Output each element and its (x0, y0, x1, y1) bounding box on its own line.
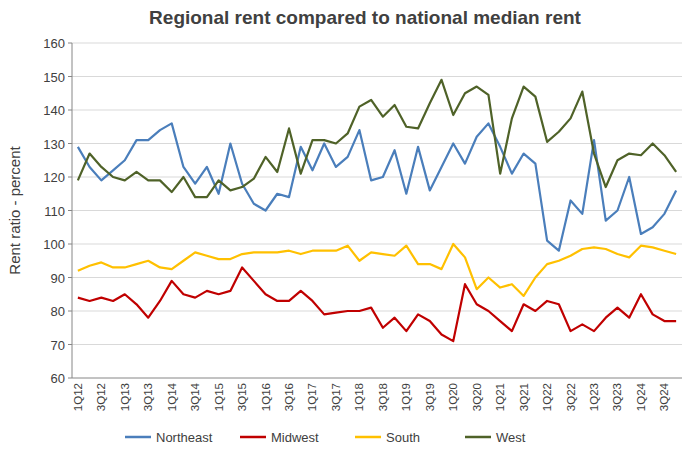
y-axis-label: Rent ratio - percent (6, 145, 23, 274)
x-tick-label: 3Q23 (611, 383, 623, 411)
y-tick (68, 143, 72, 144)
x-tick-label: 1Q19 (400, 383, 412, 411)
y-tick (68, 378, 72, 379)
x-tick-label: 3Q15 (236, 383, 248, 411)
y-tick (68, 311, 72, 312)
plot-area (78, 80, 676, 341)
y-tick-label: 130 (43, 137, 65, 152)
x-tick-label: 1Q23 (588, 383, 600, 411)
y-tick-label: 100 (43, 237, 65, 252)
x-tick-label: 3Q12 (95, 383, 107, 411)
y-tick-label: 160 (43, 36, 65, 51)
y-tick-label: 60 (51, 371, 65, 386)
grid-line (72, 76, 682, 77)
y-axis (72, 43, 73, 378)
x-tick-label: 1Q16 (260, 383, 272, 411)
y-tick-label: 150 (43, 70, 65, 85)
grid-line (72, 43, 682, 44)
y-tick-label: 140 (43, 103, 65, 118)
y-tick-label: 70 (51, 338, 65, 353)
x-tick-label: 1Q13 (119, 383, 131, 411)
y-tick (68, 344, 72, 345)
y-tick (68, 277, 72, 278)
chart: Regional rent compared to national media… (0, 0, 696, 450)
y-tick (68, 210, 72, 211)
x-tick-label: 1Q14 (166, 382, 178, 411)
y-tick (68, 110, 72, 111)
legend-swatch (465, 436, 491, 439)
y-tick (68, 76, 72, 77)
legend-label: West (496, 430, 526, 445)
x-tick-label: 1Q18 (353, 383, 365, 411)
grid-line (72, 277, 682, 278)
x-tick-label: 3Q24 (658, 382, 670, 411)
y-tick-label: 110 (44, 204, 65, 219)
grid-line (72, 210, 682, 211)
x-tick-label: 1Q24 (635, 382, 647, 411)
x-tick-label: 3Q22 (565, 383, 577, 411)
x-tick-label: 3Q16 (283, 383, 295, 411)
x-tick-label: 1Q20 (447, 383, 459, 411)
y-tick-label: 90 (51, 271, 65, 286)
grid-line (72, 244, 682, 245)
title: Regional rent compared to national media… (149, 7, 581, 28)
grid-line (72, 378, 682, 379)
grid-line (72, 311, 682, 312)
x-tick-label: 3Q18 (377, 383, 389, 411)
grid-line (72, 177, 682, 178)
x-tick-label: 1Q17 (306, 383, 318, 411)
y-tick (68, 244, 72, 245)
grid-line (72, 344, 682, 345)
legend-swatch (125, 436, 151, 439)
x-tick-label: 3Q14 (189, 382, 201, 411)
x-tick-label: 3Q21 (518, 383, 530, 411)
x-tick-label: 3Q17 (330, 383, 342, 411)
y-tick (68, 177, 72, 178)
grid-line (72, 143, 682, 144)
x-tick-label: 1Q15 (213, 383, 225, 411)
series-line (78, 80, 676, 197)
y-tick-label: 120 (43, 170, 65, 185)
x-tick-label: 1Q21 (494, 383, 506, 411)
x-tick-label: 3Q20 (471, 383, 483, 411)
legend-label: Midwest (271, 430, 319, 445)
x-tick-label: 1Q12 (72, 383, 84, 411)
y-tick-label: 80 (51, 304, 65, 319)
x-tick-label: 3Q13 (142, 383, 154, 411)
series-line (78, 267, 676, 341)
x-tick-label: 1Q22 (541, 383, 553, 411)
legend-swatch (240, 436, 266, 439)
legend-label: Northeast (156, 430, 213, 445)
y-tick (68, 43, 72, 44)
x-tick-label: 3Q19 (424, 383, 436, 411)
legend-label: South (386, 430, 420, 445)
legend-swatch (355, 436, 381, 439)
series-line (78, 244, 676, 296)
